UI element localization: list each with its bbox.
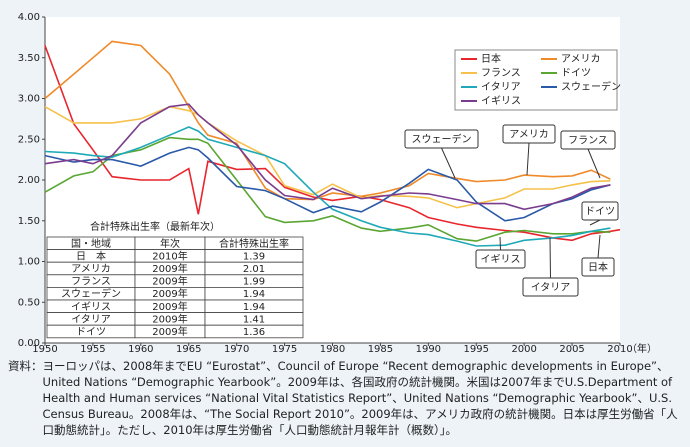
x-tick-label: 1970 [224,344,249,355]
data-line [44,136,611,242]
x-axis-label: （年） [627,342,657,355]
callout-label: フランス [568,135,608,147]
y-tick-label: 3.50 [18,53,40,64]
callout-line [441,147,456,179]
table-header: 合計特殊出生率 [219,237,289,250]
x-tick-label: 1965 [176,344,201,355]
chart: （年） 0.00 0.50 1.00 1.50 2.00 2.50 3.00 3.50 4.00… [18,12,657,355]
callout-box [560,130,616,150]
table-value: 2009年 [152,275,187,288]
data-line [44,105,611,209]
callout-label: アメリカ [509,129,549,141]
legend-label: ドイツ [561,68,591,79]
table-value: 1.94 [243,302,265,313]
callout-label: スウェーデン [412,133,472,146]
legend-label: イタリア [481,81,521,93]
table-cell [204,324,304,339]
y-tick-label: 3.00 [18,94,40,105]
table-value: 1.39 [243,251,265,262]
table-value: アメリカ [71,263,111,275]
legend-label: 日本 [481,52,501,65]
legend-label: スウェーデン [561,80,621,93]
x-tick-label: 1950 [32,344,57,355]
x-tick-label: 1975 [272,344,297,355]
data-line [44,126,611,247]
callout-line [597,234,601,259]
callout-box [404,129,479,149]
table-value: イギリス [71,301,111,313]
callout-label: 日本 [588,261,608,274]
y-tick-label: 1.00 [18,257,40,268]
table-value: スウェーデン [61,287,121,300]
table-value: 2009年 [152,287,187,300]
x-tick-label: 1955 [80,344,105,355]
legend-box [454,49,618,111]
data-line [44,146,611,222]
y-tick-label: 2.50 [18,134,40,145]
callout-line [587,148,601,179]
x-tick-label: 1960 [128,344,153,355]
table-header: 年次 [160,237,180,250]
callout-box [475,249,526,269]
source-note: 資料： ヨーロッパは、2008年までEU “Eurostat”、Council … [8,358,678,438]
table-value: イタリア [71,313,111,325]
callout-box [502,124,556,144]
table-value: 2.01 [243,264,265,275]
data-line [44,45,621,242]
y-tick-label: 1.50 [18,216,40,227]
y-tick-label: 0.00 [18,338,40,349]
y-tick-label: 2.00 [18,175,40,186]
x-tick-label: 1995 [464,344,489,355]
callout-box [581,201,619,221]
table-title: 合計特殊出生率（最新年次） [90,220,220,233]
y-tick-label: 0.50 [18,297,40,308]
callout-line [499,236,501,251]
table-value: 2010年 [152,249,187,262]
callout-line [526,142,530,176]
table-value: 1.36 [243,327,265,338]
x-tick-label: 2000 [511,344,536,355]
table-header: 国・地域 [71,237,111,250]
x-tick-label: 2005 [559,344,584,355]
callout-label: イギリス [481,254,521,266]
source-label: 資料： [8,359,43,373]
callout-box [581,257,615,277]
callout-box [522,277,579,297]
table-value: 2009年 [152,325,187,338]
legend-label: アメリカ [561,53,601,65]
y-tick-label: 4.00 [18,12,40,23]
x-tick-label: 2010 [607,344,632,355]
x-tick-label: 1980 [320,344,345,355]
callout-line [589,219,601,226]
legend-label: イギリス [481,95,521,107]
table-value: 日 本 [76,249,106,262]
table-value: 2009年 [152,262,187,275]
table-value: 1.99 [243,277,265,288]
legend-label: フランス [481,67,521,79]
table-value: 2009年 [152,300,187,313]
table-value: ドイツ [76,327,106,338]
data-line [44,40,611,201]
table-value: 2009年 [152,312,187,325]
callout-line [549,237,551,279]
data-line [44,103,611,211]
source-text: ヨーロッパは、2008年までEU “Eurostat”、Council of E… [42,359,678,437]
table-value: 1.94 [243,289,265,300]
x-tick-label: 1990 [416,344,441,355]
callout-label: ドイツ [585,207,615,218]
table-value: 1.41 [243,314,265,325]
table-value: フランス [71,276,111,288]
x-tick-label: 1985 [368,344,393,355]
callout-label: イタリア [531,282,571,294]
